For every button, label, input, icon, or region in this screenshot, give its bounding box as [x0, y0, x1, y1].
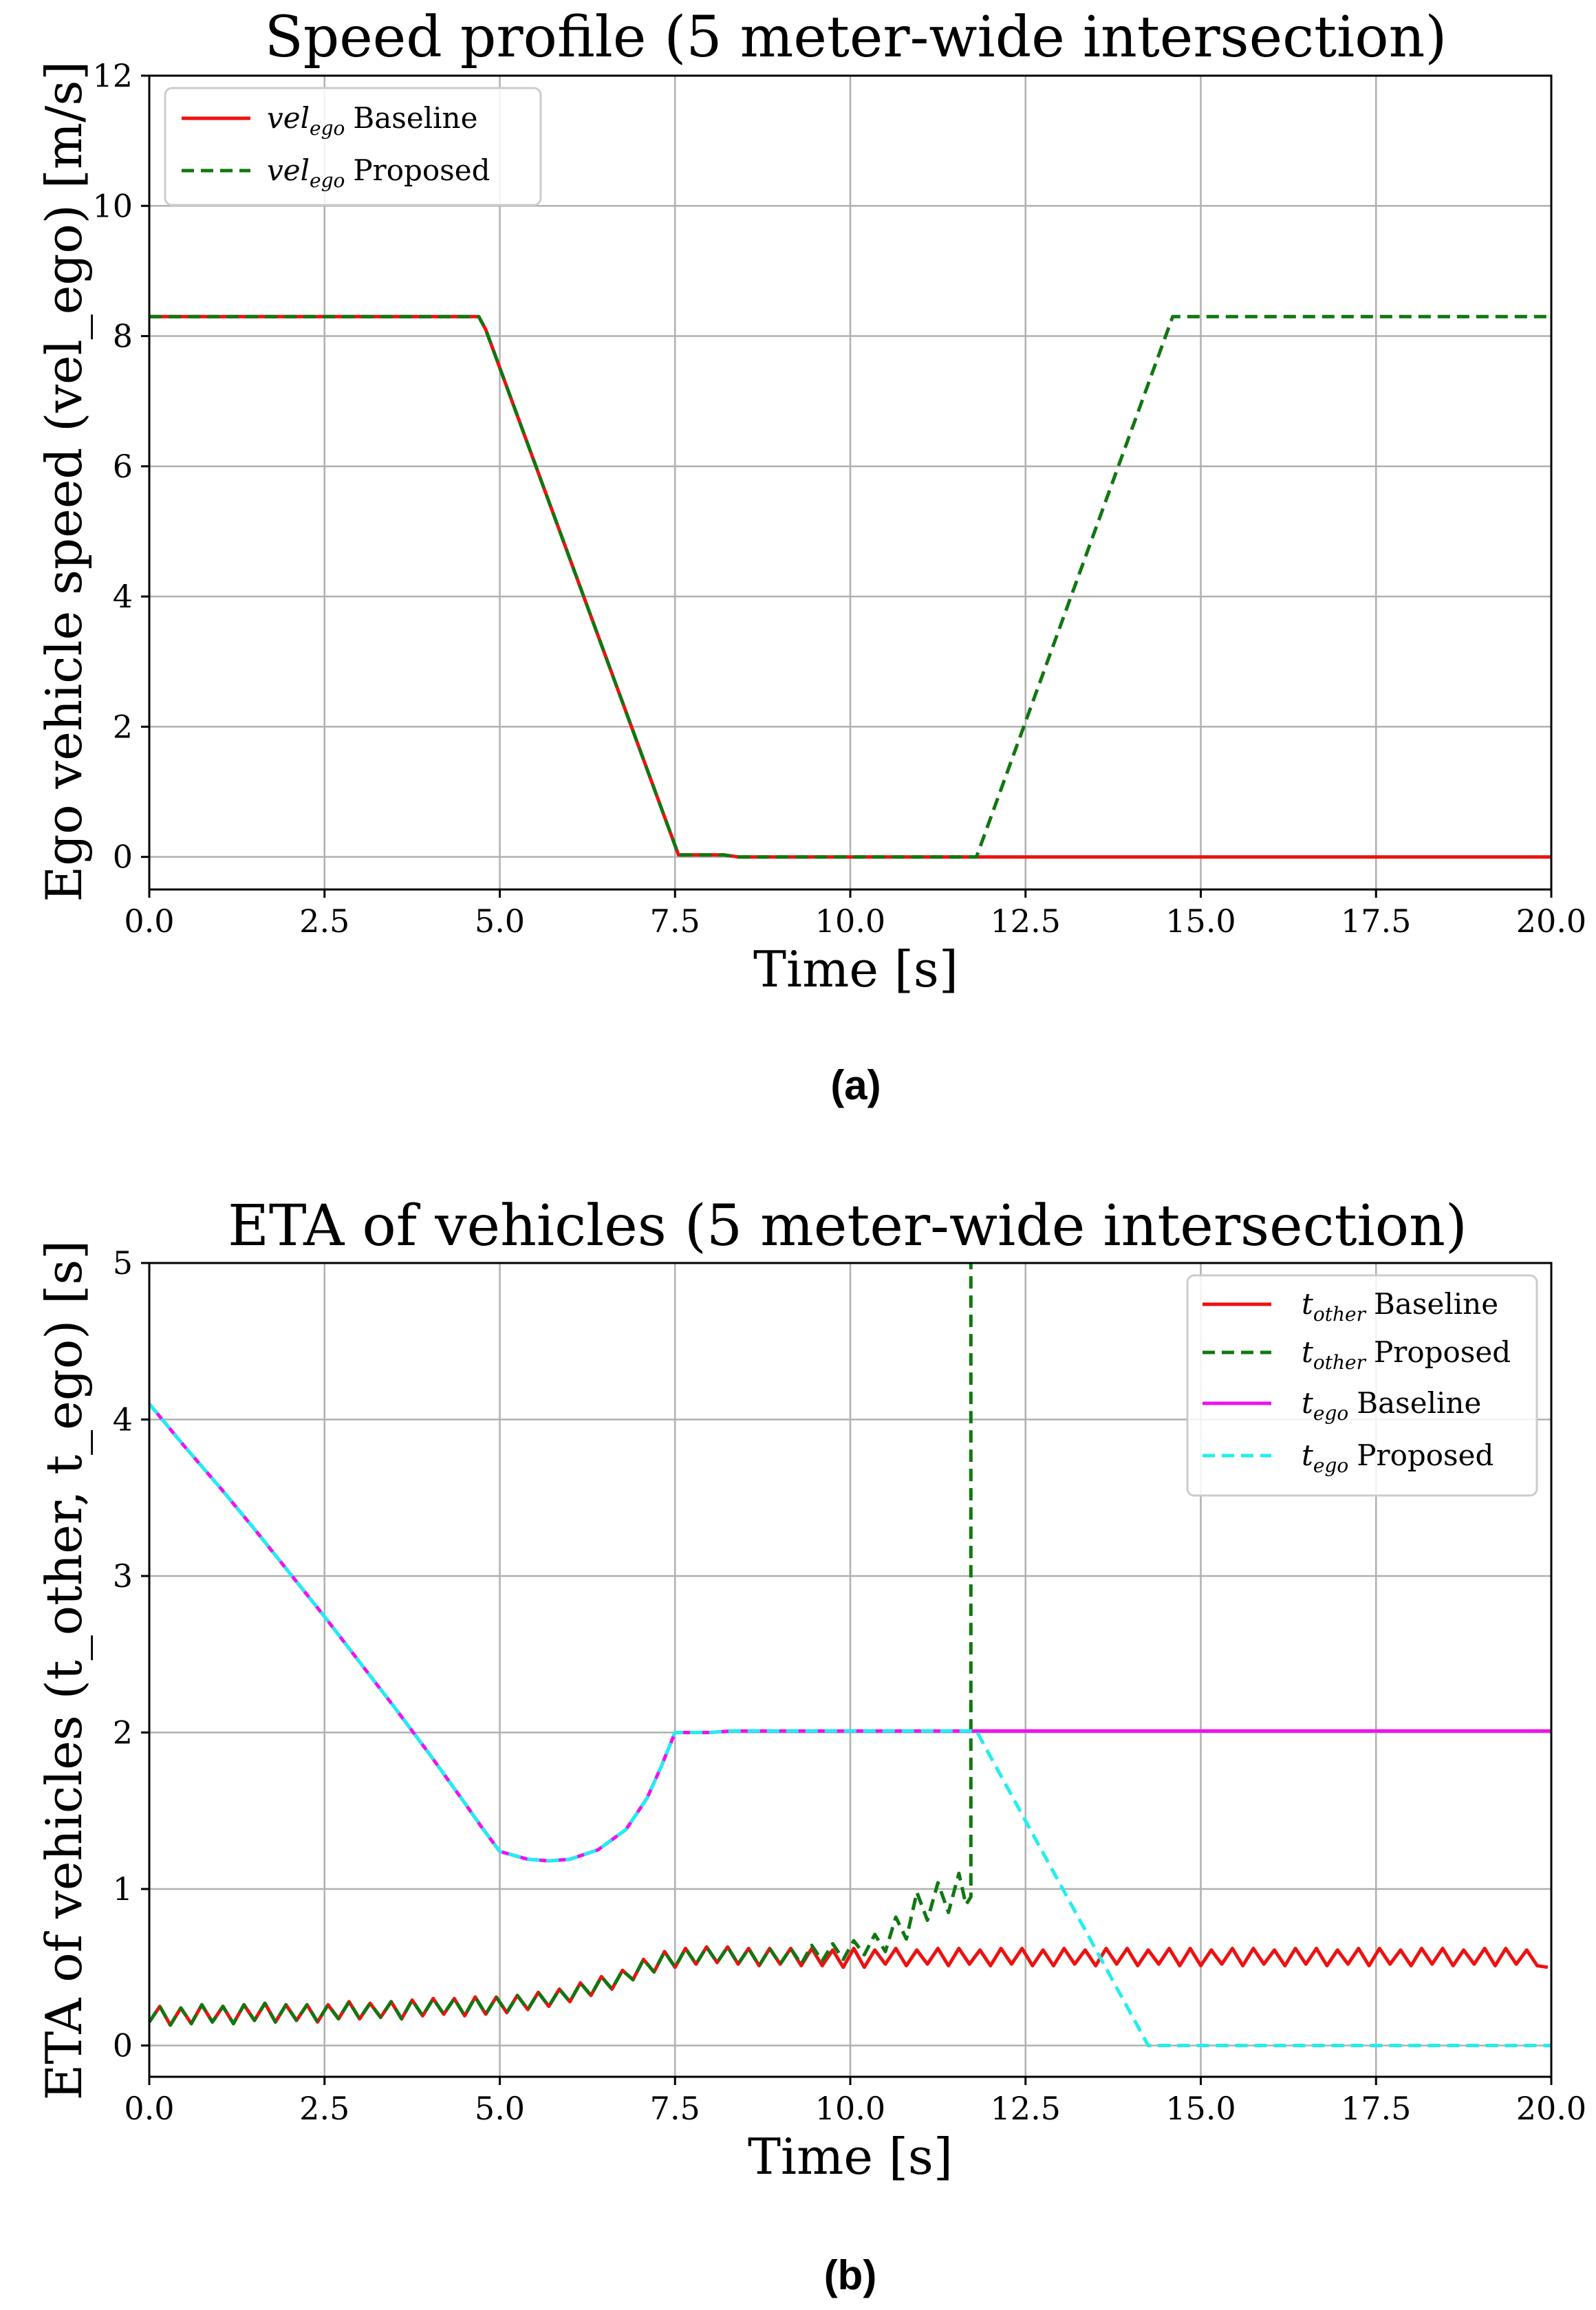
- panel-b-label: (b): [824, 2252, 877, 2298]
- y-tick-label: 5: [113, 1244, 133, 1282]
- chart-a-series: [149, 314, 1551, 859]
- y-tick-label: 2: [113, 708, 133, 745]
- x-tick-label: 10.0: [815, 2090, 885, 2127]
- eta-chart: ETA of vehicles (5 meter-wide intersecti…: [35, 1194, 1586, 2185]
- legend-subscript: ego: [310, 169, 345, 192]
- series-line-t-other-baseline: [147, 1945, 1549, 2027]
- chart-b-xlabel: Time [s]: [748, 2128, 953, 2185]
- x-tick-label: 5.0: [475, 903, 525, 940]
- chart-a-xlabel: Time [s]: [753, 940, 958, 998]
- chart-a-legend: velego Baseline velego Proposed: [164, 87, 542, 206]
- legend-label: Proposed: [353, 153, 490, 187]
- x-tick-label: 2.5: [299, 2090, 349, 2127]
- legend-math: t: [1302, 1335, 1313, 1369]
- x-tick-label: 0.0: [124, 903, 174, 940]
- x-tick-label: 12.5: [991, 903, 1061, 940]
- legend-label: Proposed: [1374, 1335, 1511, 1369]
- chart-b-x-ticks: 0.0 2.5 5.0 7.5 10.0 12.5 15.0 17.5 20.0: [124, 2077, 1586, 2127]
- chart-b-legend: tother Baseline tother Proposed tego Baseli…: [1186, 1274, 1538, 1497]
- legend-subscript: ego: [1313, 1454, 1348, 1477]
- chart-a-y-ticks: 0 2 4 6 8 10 12: [92, 57, 149, 876]
- y-tick-label: 0: [113, 2027, 133, 2064]
- legend-math: t: [1302, 1438, 1313, 1472]
- x-tick-label: 17.5: [1341, 903, 1411, 940]
- series-line-t-ego-proposed: [148, 1403, 1551, 2047]
- y-tick-label: 1: [113, 1870, 133, 1908]
- legend-label: Baseline: [1374, 1287, 1498, 1321]
- x-tick-label: 17.5: [1341, 2090, 1411, 2127]
- x-tick-label: 20.0: [1516, 2090, 1586, 2127]
- legend-item-t-other-proposed: tother Proposed: [1203, 1335, 1511, 1374]
- y-tick-label: 3: [113, 1557, 133, 1595]
- y-tick-label: 10: [92, 187, 133, 224]
- x-tick-label: 0.0: [124, 2090, 174, 2127]
- legend-subscript: ego: [310, 117, 345, 140]
- y-tick-label: 4: [113, 578, 133, 615]
- legend-subscript: other: [1313, 1351, 1367, 1374]
- legend-math: t: [1302, 1386, 1313, 1420]
- y-tick-label: 4: [113, 1401, 133, 1438]
- legend-label: Baseline: [353, 101, 477, 135]
- y-tick-label: 12: [92, 57, 133, 94]
- x-tick-label: 2.5: [299, 903, 349, 940]
- legend-item-vel-ego-proposed: velego Proposed: [182, 153, 490, 192]
- legend-item-t-ego-baseline: tego Baseline: [1203, 1386, 1481, 1425]
- x-tick-label: 10.0: [815, 903, 885, 940]
- series-line-vel-ego-proposed: [149, 314, 1551, 859]
- y-tick-label: 0: [113, 839, 133, 876]
- x-tick-label: 20.0: [1516, 903, 1586, 940]
- legend-math: vel: [267, 101, 310, 135]
- legend-math: t: [1302, 1287, 1313, 1321]
- legend-subscript: ego: [1313, 1402, 1348, 1425]
- chart-b-y-ticks: 0 1 2 3 4 5: [113, 1244, 149, 2064]
- x-tick-label: 5.0: [475, 2090, 525, 2127]
- x-tick-label: 7.5: [650, 2090, 700, 2127]
- chart-b-series: [147, 1263, 1551, 2047]
- legend-item-vel-ego-baseline: velego Baseline: [182, 101, 477, 140]
- chart-b-title: ETA of vehicles (5 meter-wide intersecti…: [228, 1194, 1467, 1259]
- chart-a-x-ticks: 0.0 2.5 5.0 7.5 10.0 12.5 15.0 17.5 20.0: [124, 889, 1586, 940]
- x-tick-label: 12.5: [991, 2090, 1061, 2127]
- y-tick-label: 8: [113, 318, 133, 355]
- chart-a-title: Speed profile (5 meter-wide intersection…: [265, 5, 1447, 70]
- x-tick-label: 15.0: [1165, 2090, 1236, 2127]
- y-tick-label: 2: [113, 1714, 133, 1751]
- legend-label: Baseline: [1357, 1386, 1481, 1420]
- legend-math: vel: [267, 153, 310, 187]
- legend-label: Proposed: [1357, 1438, 1493, 1472]
- legend-item-t-other-baseline: tother Baseline: [1203, 1287, 1498, 1326]
- speed-profile-chart: Speed profile (5 meter-wide intersection…: [35, 5, 1586, 998]
- chart-b-ylabel: ETA of vehicles (t_other, t_ego) [s]: [35, 1240, 93, 2101]
- x-tick-label: 7.5: [650, 903, 700, 940]
- x-tick-label: 15.0: [1165, 903, 1236, 940]
- legend-subscript: other: [1313, 1303, 1367, 1326]
- chart-a-ylabel: Ego vehicle speed (vel_ego) [m/s]: [35, 61, 93, 903]
- y-tick-label: 6: [113, 448, 133, 485]
- legend-item-t-ego-proposed: tego Proposed: [1203, 1438, 1493, 1477]
- panel-a-label: (a): [830, 1062, 881, 1108]
